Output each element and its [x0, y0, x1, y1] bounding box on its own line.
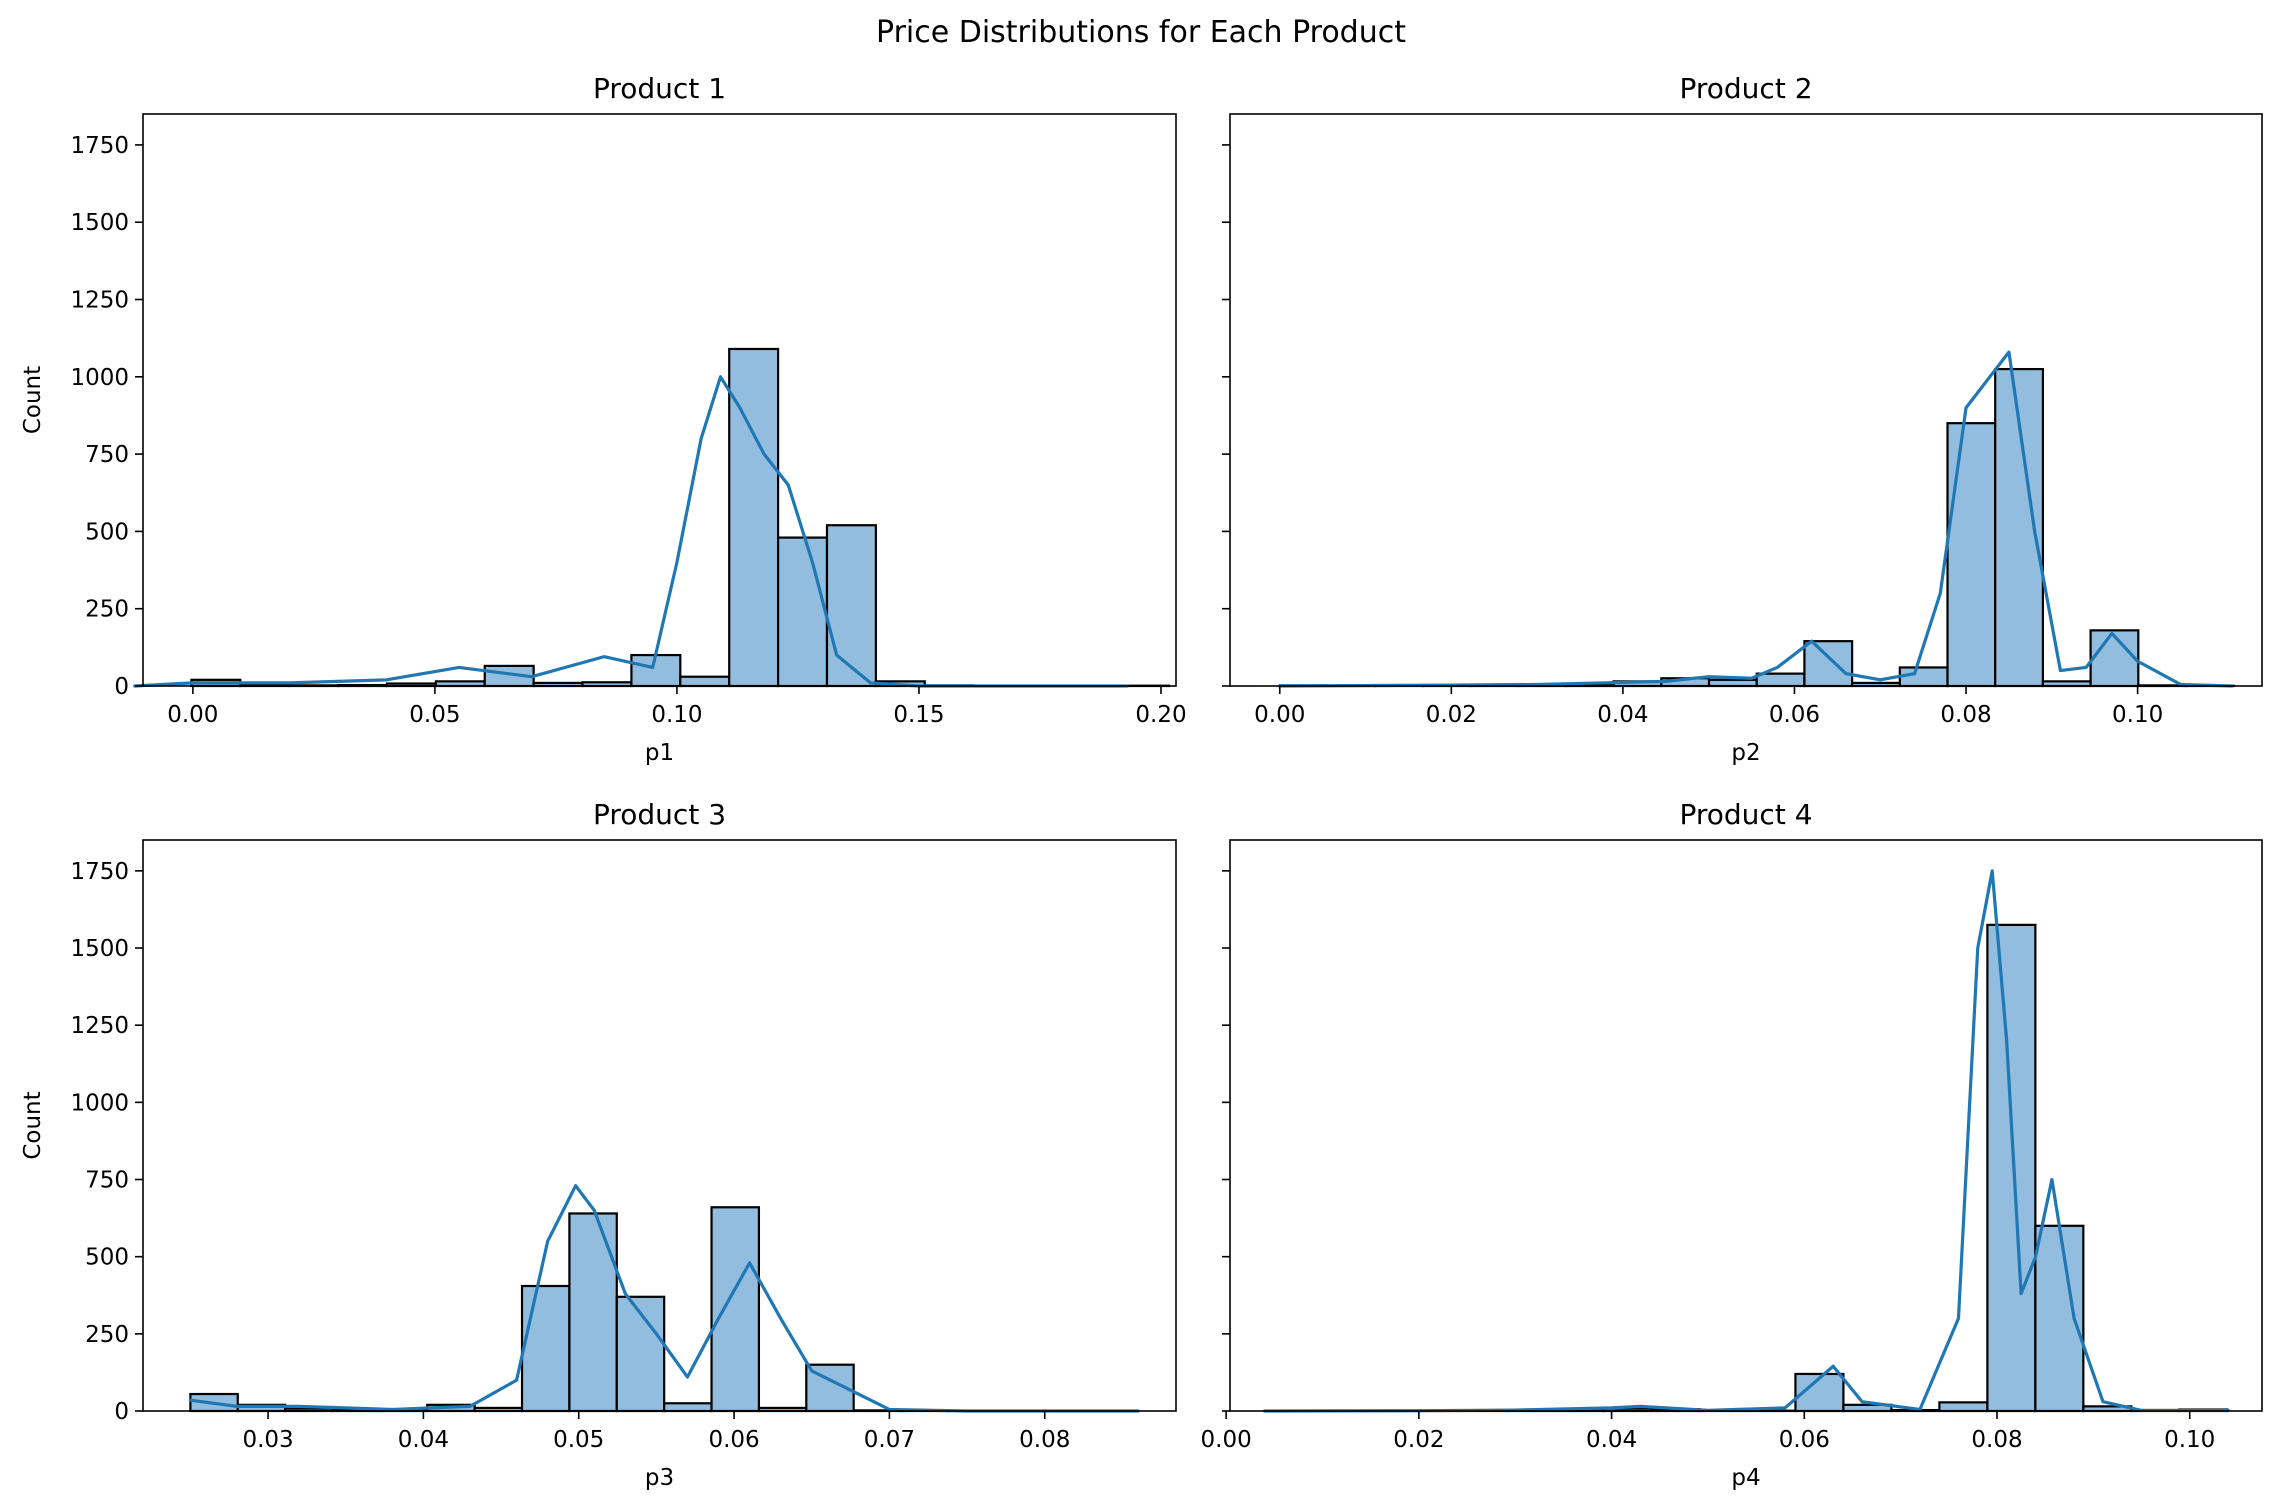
- bars-1: [190, 347, 1171, 688]
- x-tick-label: 0.03: [242, 1427, 293, 1453]
- kde-line: [133, 375, 1129, 688]
- histogram-bar: [1898, 666, 1949, 688]
- kde-line: [1278, 350, 2234, 688]
- kde-line: [188, 1184, 1140, 1413]
- y-tick-label: 1750: [70, 133, 129, 159]
- subplot-4: 0.00 0.02 0.04 0.06 0.08 0.10 Product 4 p4: [1201, 798, 2263, 1491]
- bars-3: [189, 1206, 1140, 1413]
- x-tick-label: 0.20: [1135, 702, 1186, 728]
- subplot-title: Product 4: [1679, 798, 1812, 831]
- histogram-bar: [2089, 629, 2140, 688]
- histogram-bar: [568, 1212, 618, 1413]
- y-tick-label: 1500: [70, 210, 129, 236]
- bars-4: [1266, 923, 2229, 1413]
- histogram-bar: [1707, 678, 1758, 688]
- y-tick-label: 1000: [70, 1090, 129, 1116]
- kde-line: [1263, 869, 2230, 1413]
- histogram-bar: [710, 1206, 761, 1413]
- x-tick-label: 0.06: [1779, 1427, 1830, 1453]
- x-tick-label: 0.02: [1426, 702, 1477, 728]
- subplot-2: 0.00 0.02 0.04 0.06 0.08 0.10 Product 2 p2: [1222, 72, 2263, 766]
- y-tick-label: 250: [85, 597, 129, 623]
- y-tick-label: 250: [85, 1322, 129, 1348]
- subplot-title: Product 3: [593, 798, 726, 831]
- axes-frame: [142, 839, 1177, 1412]
- x-tick-label: 0.07: [864, 1427, 915, 1453]
- x-axis-label: p2: [1731, 740, 1760, 766]
- y-tick-label: 0: [114, 674, 129, 700]
- x-tick-label: 0.08: [1019, 1427, 1070, 1453]
- y-tick-label: 500: [85, 519, 129, 545]
- x-tick-label: 0.08: [1971, 1427, 2022, 1453]
- chart-panels: 0.00 0.05 0.10 0.15 0.20 0 250 500 750 1000 1250 15…: [20, 72, 2263, 1491]
- histogram-bar: [2034, 1224, 2085, 1413]
- histogram-bar: [1755, 672, 1806, 688]
- histogram-bar: [776, 536, 829, 688]
- x-axis-label: p3: [645, 1465, 674, 1491]
- figure-suptitle: Price Distributions for Each Product: [876, 15, 1406, 50]
- x-tick-label: 0.06: [708, 1427, 759, 1453]
- axes-frame: [142, 113, 1177, 687]
- x-tick-label: 0.04: [398, 1427, 449, 1453]
- x-tick-label: 0.00: [1201, 1427, 1252, 1453]
- histogram-bar: [1803, 640, 1854, 688]
- y-tick-label: 750: [85, 1168, 129, 1194]
- x-tick-label: 0.10: [2164, 1427, 2215, 1453]
- y-axis-label: Count: [20, 1091, 46, 1159]
- axes-frame: [1229, 839, 2263, 1412]
- subplot-1: 0.00 0.05 0.10 0.15 0.20 0 250 500 750 1000 1250 15…: [20, 72, 1187, 766]
- subplot-3: 0.03 0.04 0.05 0.06 0.07 0.08 0 250 500 750 1000 12…: [20, 798, 1177, 1491]
- y-tick-label: 1250: [70, 1013, 129, 1039]
- y-tick-label: 1250: [70, 288, 129, 314]
- histogram-bar: [1938, 1401, 1989, 1413]
- y-tick-label: 1500: [70, 936, 129, 962]
- x-tick-label: 0.04: [1597, 702, 1648, 728]
- histogram-bar: [1986, 923, 2037, 1413]
- subplot-title: Product 2: [1679, 72, 1812, 105]
- x-tick-label: 0.05: [553, 1427, 604, 1453]
- y-tick-label: 750: [85, 442, 129, 468]
- x-tick-label: 0.05: [409, 702, 460, 728]
- histogram-bar: [825, 524, 877, 688]
- x-tick-label: 0.15: [893, 702, 944, 728]
- subplot-title: Product 1: [593, 72, 726, 105]
- histogram-bar: [1946, 422, 1997, 688]
- histogram-bar: [520, 1284, 571, 1413]
- x-tick-label: 0.10: [651, 702, 702, 728]
- x-tick-label: 0.10: [2112, 702, 2163, 728]
- x-tick-label: 0.08: [1940, 702, 1991, 728]
- histogram-bar: [663, 1402, 713, 1413]
- x-axis-label: p4: [1731, 1465, 1760, 1491]
- histogram-bar: [679, 675, 731, 688]
- y-tick-label: 1000: [70, 365, 129, 391]
- y-tick-label: 500: [85, 1245, 129, 1271]
- x-axis-label: p1: [645, 740, 674, 766]
- x-tick-label: 0.00: [1254, 702, 1305, 728]
- y-axis-label: Count: [20, 366, 46, 434]
- x-tick-label: 0.00: [167, 702, 218, 728]
- y-tick-label: 0: [114, 1399, 129, 1425]
- x-tick-label: 0.06: [1769, 702, 1820, 728]
- bars-2: [1278, 367, 2235, 688]
- axes-frame: [1229, 113, 2263, 687]
- x-tick-label: 0.02: [1393, 1427, 1444, 1453]
- x-tick-label: 0.04: [1586, 1427, 1637, 1453]
- y-tick-label: 1750: [70, 859, 129, 885]
